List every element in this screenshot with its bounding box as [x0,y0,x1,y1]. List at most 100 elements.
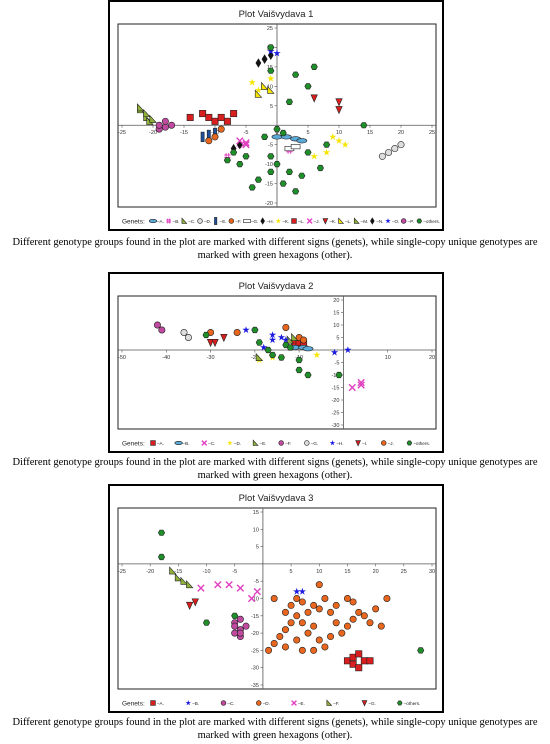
x-tick-label: 5 [306,130,309,136]
legend-label: –G. [251,219,258,224]
data-point [248,78,256,86]
data-point [355,650,363,658]
data-point [197,584,205,592]
x-tick-label: 25 [429,130,435,136]
series-g [180,328,192,341]
legend-label: –G. [369,701,376,706]
legend-marker [370,217,375,225]
data-point [271,134,283,140]
legend-label: –C. [228,701,235,706]
data-point [310,601,318,609]
data-point [230,149,238,156]
scatter-plot: Plot Vaišvydava 3 -25 -20 -15 -10 -5 5 10 15 20 25… [117,493,437,708]
data-point [205,113,213,121]
data-point [268,331,277,339]
data-point [285,168,293,175]
legend-label: –E. [298,701,305,706]
series-o [267,47,281,57]
legend-marker [306,218,313,224]
legend-prefix: Genets: [122,219,145,226]
data-point [211,117,219,125]
data-point [281,608,289,616]
data-point [202,619,211,626]
series-g [284,144,301,152]
y-tick-label: -25 [331,411,339,417]
legend-label: –H. [336,441,343,446]
data-point [302,346,314,352]
data-point [277,354,285,361]
data-point [270,595,278,603]
y-tick-label: 5 [336,336,339,342]
data-point [248,184,256,191]
data-point [242,153,250,160]
x-tick-label: 20 [398,130,404,136]
data-point [293,636,301,644]
data-point [372,605,380,613]
data-point [255,339,263,346]
data-point [286,344,294,351]
data-point [355,608,363,616]
data-point [270,639,278,647]
data-point [295,356,303,364]
legend-marker [361,700,368,707]
data-point [327,608,335,616]
figure-caption: Different genotype groups found in the p… [12,457,538,481]
x-tick-label: -10 [203,569,211,575]
data-point [276,633,284,641]
chart-frame: Plot Vaišvydava 3 -25 -20 -15 -10 -5 5 10 15 20 25… [108,484,444,713]
data-point [261,133,269,140]
legend-marker [338,217,345,224]
data-point [338,629,346,637]
series-m [137,103,157,123]
data-point [304,149,312,156]
x-tick-label: -25 [118,569,126,575]
data-point [191,598,199,607]
legend-label: –others. [423,219,440,224]
data-point [242,622,250,630]
data-point [343,622,351,630]
data-point [322,148,331,156]
legend-marker [355,440,361,447]
data-point [269,351,277,359]
data-point [143,108,151,118]
legend-label: –P. [408,219,414,224]
data-point [236,161,244,168]
legend-marker [185,700,191,706]
data-point [206,339,215,348]
data-point [231,612,239,619]
legend-marker [381,440,387,446]
y-tick-label: -20 [331,398,339,404]
data-point [254,86,263,94]
data-point [180,328,188,336]
y-tick-label: -5 [268,143,273,149]
data-point [157,529,166,536]
chart-frame: Plot Vaišvydava 2 -50 -40 -30 -20 -10 10 20 -30 -… [108,272,444,453]
x-tick-label: -40 [162,355,170,361]
x-tick-label: 30 [429,569,435,575]
y-tick-label: 15 [333,311,339,317]
legend-label: –F. [333,701,339,706]
series-f [169,566,194,589]
data-point [343,595,351,603]
data-point [298,619,306,627]
legend-label: –E. [220,219,227,224]
legend-marker [166,218,172,224]
data-point [200,131,205,142]
y-tick-label: -20 [265,201,273,207]
x-tick-label: 15 [367,130,373,136]
x-tick-label: 0 [275,130,278,136]
data-point [385,148,393,156]
data-point [304,608,312,616]
series-d [265,581,391,654]
data-point [315,581,323,589]
legend-label: –J. [388,441,394,446]
data-point [255,58,262,68]
data-point [174,573,183,582]
data-point [281,643,289,651]
legend-marker [275,218,282,224]
x-tick-label: -20 [146,569,154,575]
legend-label: –others. [413,441,430,446]
data-point [279,180,287,187]
data-point [242,326,250,334]
data-point [321,643,329,651]
